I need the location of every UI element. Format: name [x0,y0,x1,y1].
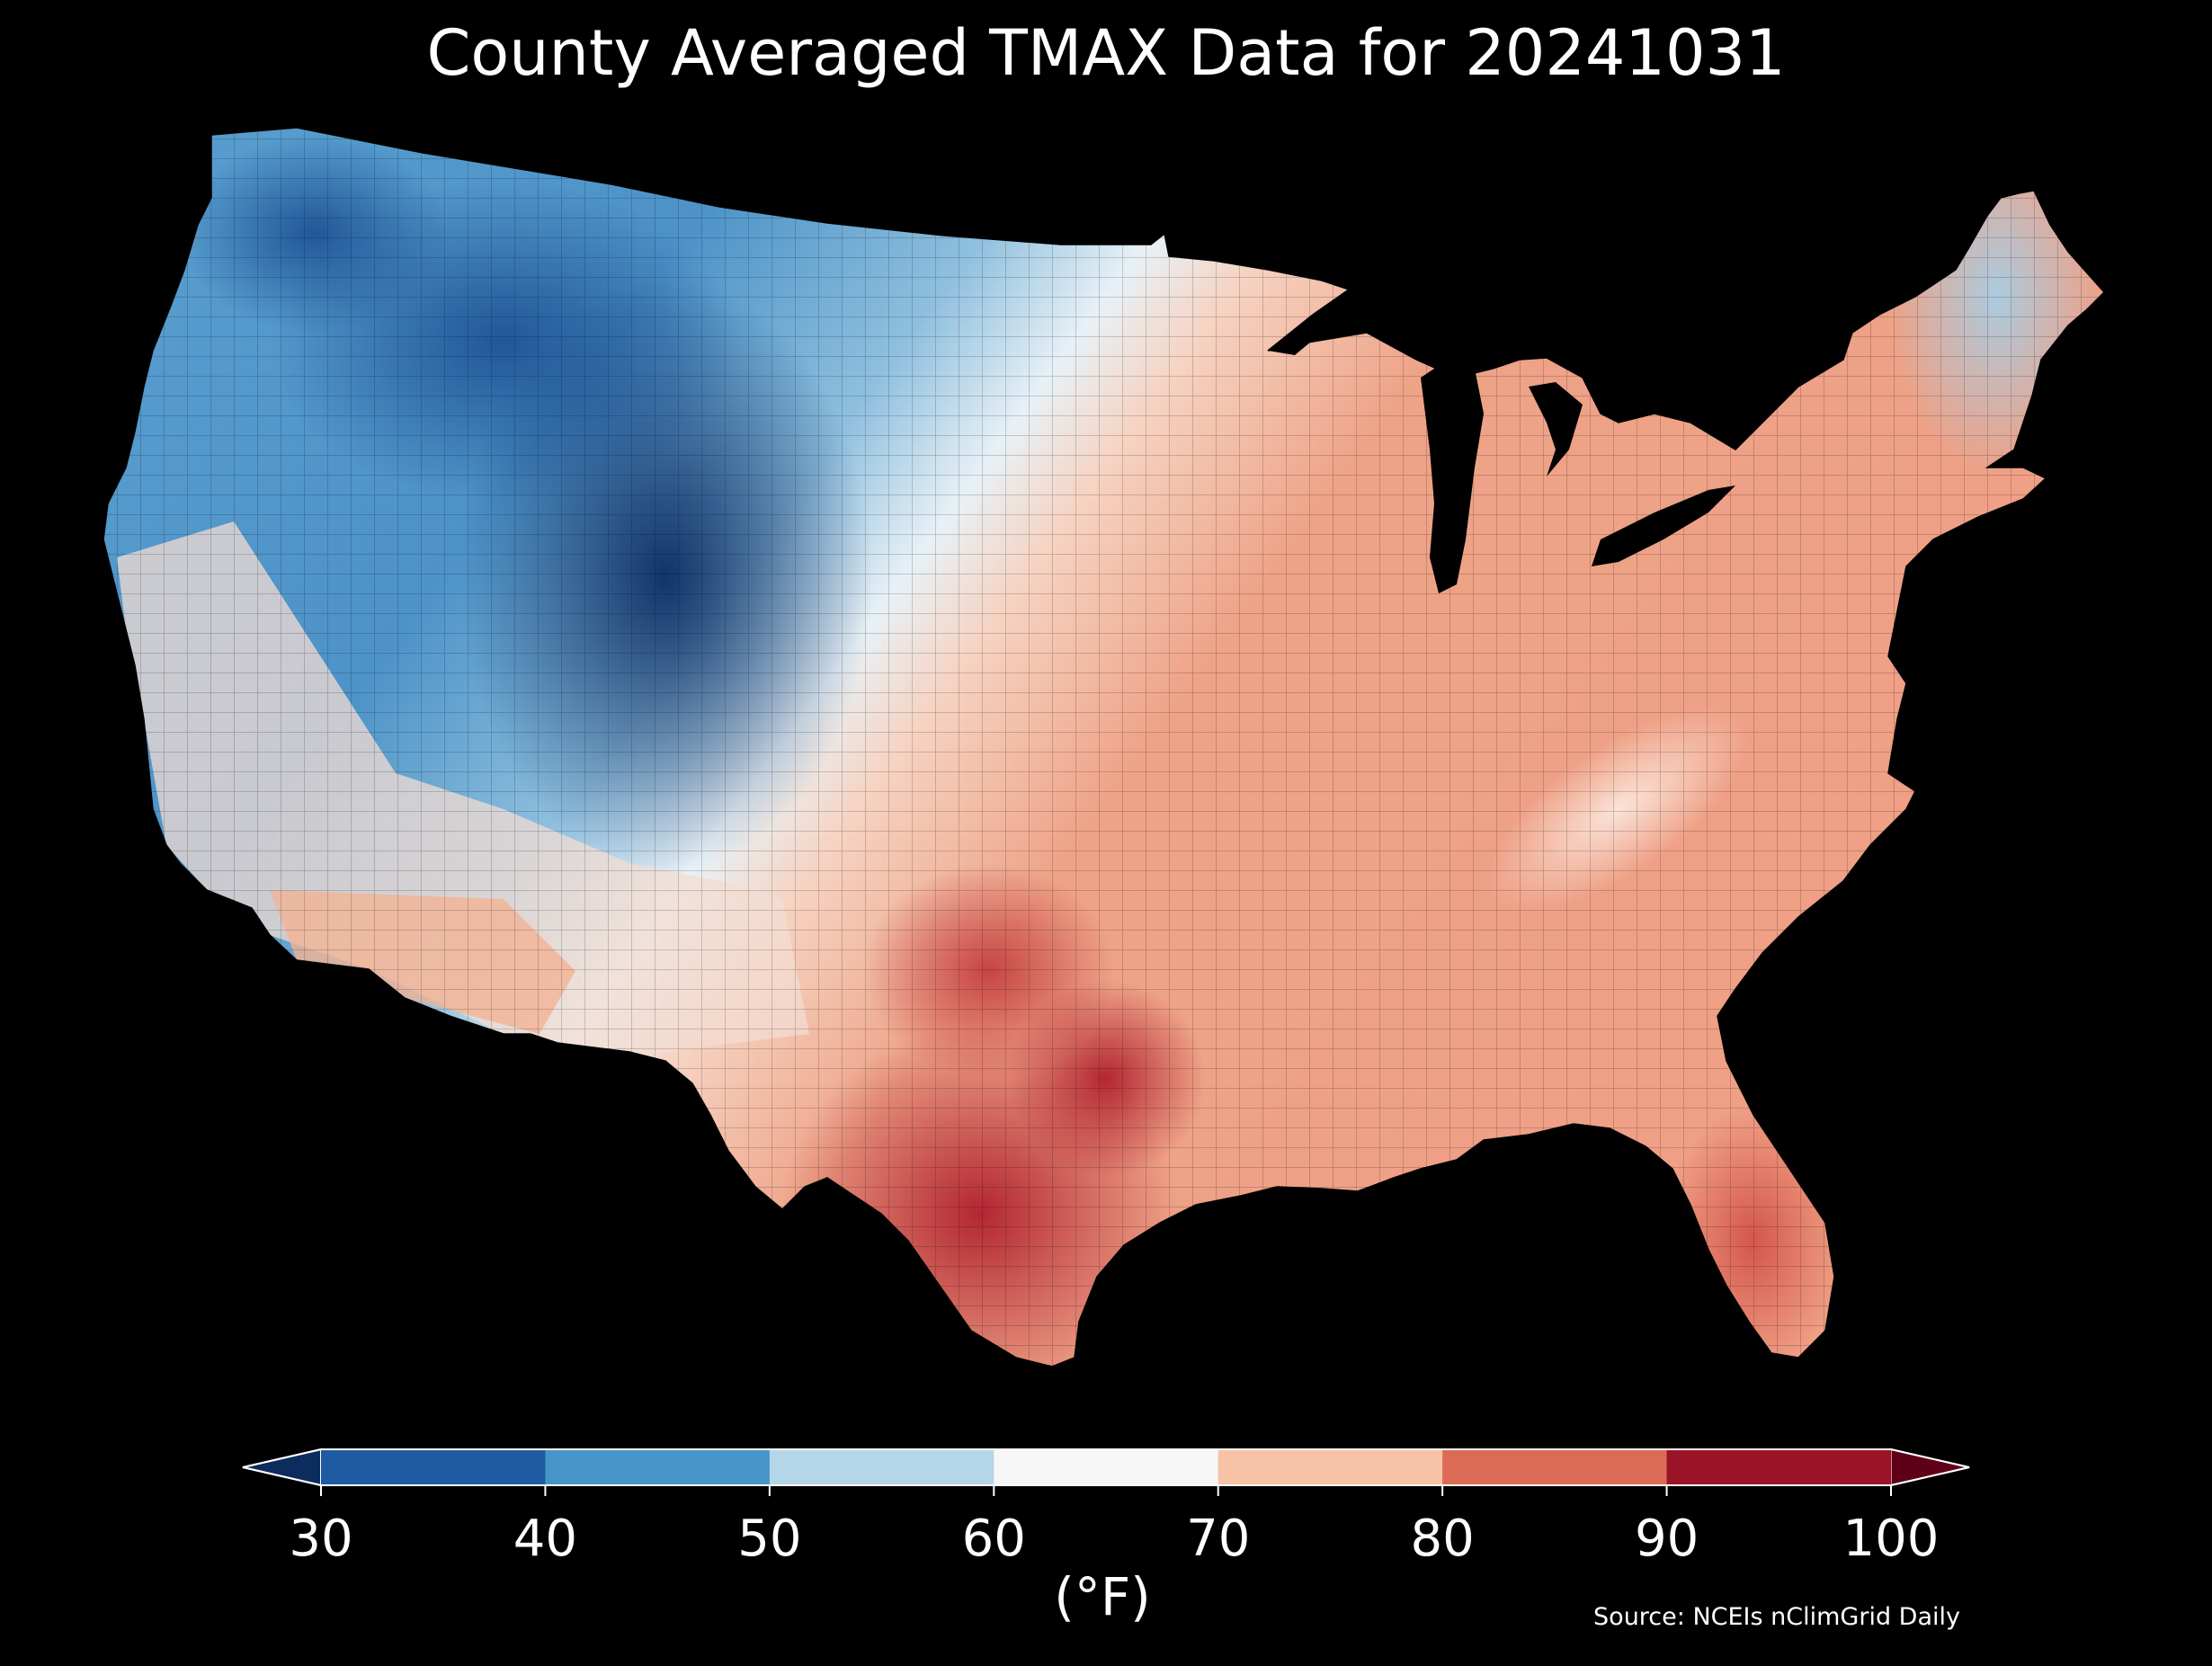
colorbar-bin-80-90 [1442,1449,1668,1485]
colorbar-over-extension [1890,1448,1970,1487]
colorbar-bin-60-70 [994,1449,1219,1485]
colorbar-under-extension [242,1448,322,1487]
map-title: County Averaged TMAX Data for 20241031 [426,16,1786,90]
colorbar-tick-label: 100 [1843,1510,1940,1568]
colorbar-tick-label: 80 [1411,1510,1475,1568]
colorbar-unit-label: (°F) [1054,1566,1151,1627]
colorbar-tick-label: 90 [1635,1510,1699,1568]
colorbar-tick-label: 60 [962,1510,1026,1568]
colorbar-tick-label: 40 [513,1510,577,1568]
colorbar-bin-70-80 [1217,1449,1443,1485]
colorbar-bin-50-60 [769,1449,995,1485]
colorbar-bin-90-100 [1666,1449,1892,1485]
colorbar-bin-30-40 [321,1449,546,1485]
great-lakes [1268,286,1735,593]
colorbar-tick-label: 30 [289,1510,352,1568]
colorbar-bin-40-50 [545,1449,771,1485]
colorbar-tick-label: 70 [1186,1510,1250,1568]
source-credit: Source: NCEIs nClimGrid Daily [1593,1603,1960,1631]
colorbar-tick-label: 50 [737,1510,801,1568]
